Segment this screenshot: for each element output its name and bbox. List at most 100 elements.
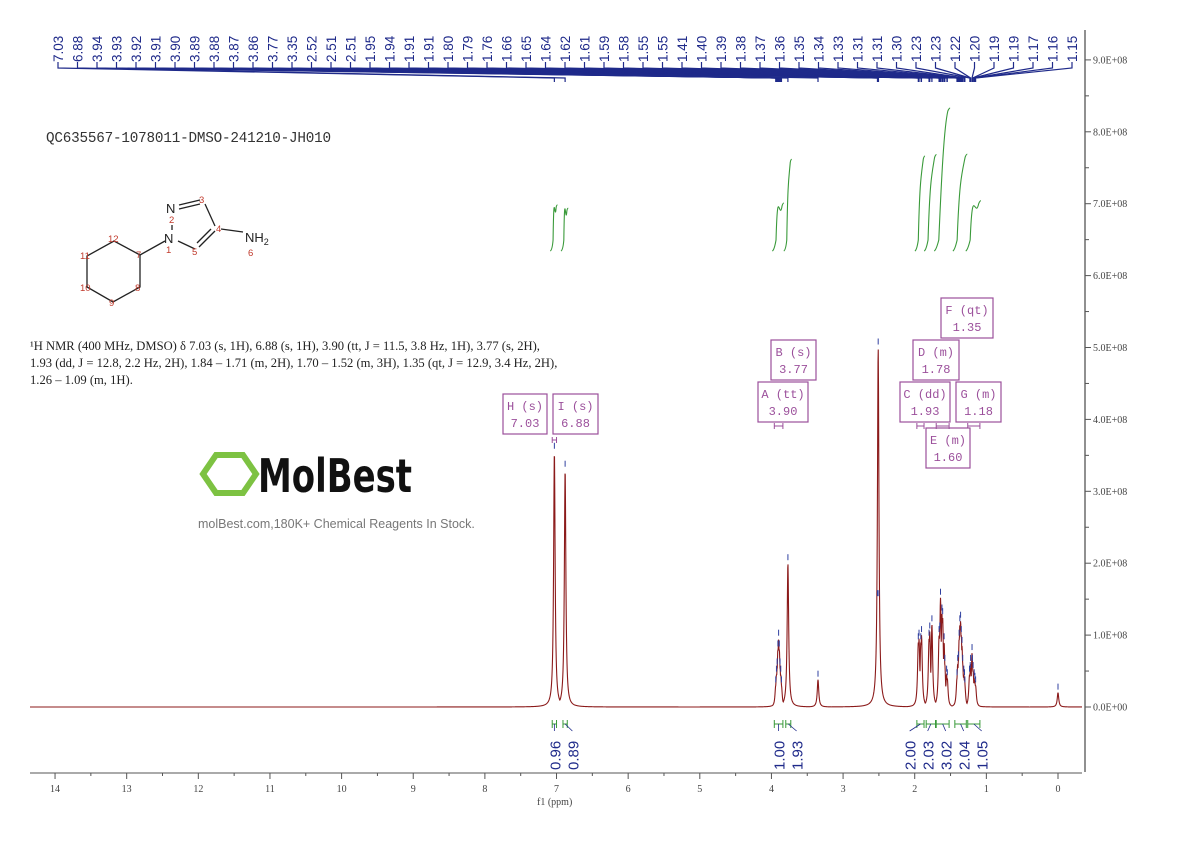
x-tick-label: 14 [50,784,60,795]
peak-label: 1.33 [831,36,846,62]
y-tick-label: 2.0E+08 [1093,559,1127,570]
peak-label: 3.87 [227,36,242,62]
integral-label-connector [927,723,932,732]
integral-value: 2.04 [957,741,974,770]
bond-c4-n6 [220,228,244,233]
multiplet-box-frame [502,393,548,435]
y-tick-label: 4.0E+08 [1093,415,1127,426]
atom-number-label: 10 [80,283,91,294]
bond-c5-n1 [177,240,196,250]
atom-nh2: NH2 [245,230,269,247]
multiplet-box: A (tt) 3.90 [757,381,809,429]
bond-n2-c3 [178,199,201,206]
y-tick-label: 0.0E+00 [1093,703,1127,714]
peak-label: 1.31 [870,36,885,62]
bond-n1-c7 [139,240,166,256]
molbest-logo-hexagon-icon [199,452,260,496]
molbest-watermark: MolBest molBest.com,180K+ Chemical Reage… [198,449,475,531]
peak-label: 1.36 [773,36,788,62]
multiplet-box: I (s) 6.88 [552,393,599,435]
peak-label-connector [975,62,1073,82]
peak-label: 2.51 [344,36,359,62]
multiplet-box: B (s) 3.77 [770,339,817,381]
x-tick-label: 11 [265,784,275,795]
atom-number-label: 11 [80,251,90,262]
multiplet-box-frame [552,393,599,435]
x-tick-label: 7 [554,784,559,795]
cyclohexane-ring [86,240,141,303]
x-tick-label: 2 [912,784,917,795]
multiplet-box: E (m) 1.60 [925,423,971,469]
integral-curve [783,158,792,252]
multiplet-label: I (s) [557,400,593,414]
peak-label-connector [973,62,1034,82]
watermark-tagline: molBest.com,180K+ Chemical Reagents In S… [198,517,475,531]
peak-label: 1.19 [987,36,1002,62]
atom-number-label: 1 [166,245,171,256]
atom-number-label: 6 [248,248,253,259]
multiplet-box-frame [770,339,817,381]
bond-c3-c4 [204,203,216,227]
y-tick-label: 3.0E+08 [1093,487,1127,498]
multiplet-label: A (tt) [761,388,804,402]
y-tick-label: 9.0E+08 [1093,55,1127,66]
multiplet-shift: 6.88 [561,417,590,431]
molecule-structure [86,199,244,303]
peak-label: 1.59 [597,36,612,62]
integral-curve [771,202,785,252]
x-tick-label: 5 [697,784,702,795]
peak-label-connector [954,62,972,82]
integral-value: 1.05 [975,741,992,770]
peak-label: 1.62 [558,36,573,62]
peak-label: 1.80 [441,36,456,62]
integral-value: 1.00 [772,741,789,770]
peak-label: 3.89 [188,36,203,62]
integral-curve [560,207,569,252]
peak-label: 3.88 [207,36,222,62]
peak-label-connector [974,62,1054,82]
integral-value: 2.03 [921,741,938,770]
integral-label-connector [960,723,965,732]
peak-label-connector [971,62,976,82]
peak-label-connector [291,62,819,82]
peak-label: 1.17 [1026,36,1041,62]
atom-number-label: 12 [108,234,119,245]
peak-label: 3.94 [90,35,105,62]
multiplet-box-frame [757,381,809,423]
peak-label-connector [798,62,962,82]
atom-n1: N [164,231,173,246]
x-tick-label: 12 [193,784,203,795]
multiplet-box: C (dd) 1.93 [899,381,951,429]
y-tick-label: 7.0E+08 [1093,199,1127,210]
peak-label: 1.55 [636,36,651,62]
peak-label: 1.65 [519,36,534,62]
peak-label: 1.31 [851,36,866,62]
peak-label: 1.35 [792,36,807,62]
integral-value: 3.02 [939,741,956,770]
peak-label: 3.91 [149,36,164,62]
integral-label-connector [788,723,797,732]
bond-n2-c3-double [178,203,201,210]
peak-label: 1.94 [383,35,398,62]
y-tick-label: 6.0E+08 [1093,271,1127,282]
atom-number-label: 4 [216,224,221,235]
peak-label: 1.23 [909,36,924,62]
peak-label: 1.34 [812,35,827,62]
atom-number-label: 2 [169,215,174,226]
peak-label-connector [972,62,1015,82]
bond-c4-c5 [198,230,216,248]
peak-label: 1.19 [1007,36,1022,62]
multiplet-label: C (dd) [903,388,946,402]
peak-label: 1.16 [1046,36,1061,62]
peak-label: 1.64 [539,35,554,62]
x-tick-label: 0 [1056,784,1061,795]
integral-curve [549,204,558,252]
peak-label-connector [778,62,962,82]
x-tick-label: 4 [769,784,774,795]
peak-label: 1.95 [363,36,378,62]
multiplet-label: D (m) [918,346,954,360]
multiplet-shift: 1.35 [953,321,982,335]
integral-curve [933,107,951,252]
peak-label: 1.37 [753,36,768,62]
peak-label: 1.20 [968,36,983,62]
